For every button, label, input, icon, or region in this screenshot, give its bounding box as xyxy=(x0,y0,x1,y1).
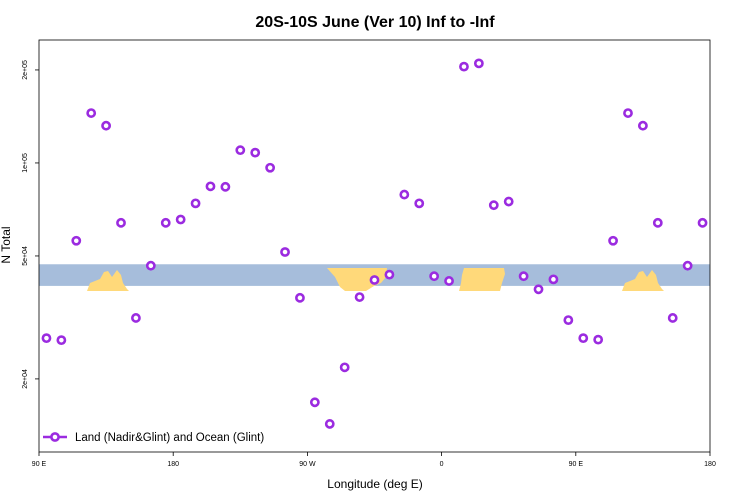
x-tick-label: 0 xyxy=(440,461,444,468)
data-point xyxy=(414,198,425,209)
data-point xyxy=(324,419,335,429)
data-point xyxy=(697,217,708,228)
land-australia xyxy=(87,270,129,291)
x-tick-label: 180 xyxy=(704,461,716,468)
data-point xyxy=(488,200,499,211)
data-point xyxy=(593,334,604,345)
data-point xyxy=(190,198,201,209)
world-map-strip xyxy=(39,264,710,291)
x-tick-label: 90 E xyxy=(32,461,47,468)
data-point xyxy=(71,235,82,246)
data-point xyxy=(533,284,544,295)
data-point xyxy=(682,260,693,271)
data-points xyxy=(41,58,708,429)
data-point xyxy=(354,292,365,302)
data-point xyxy=(160,217,171,228)
x-axis-label: Longitude (deg E) xyxy=(327,477,422,491)
data-point xyxy=(56,335,67,346)
y-tick-label: 1e+05 xyxy=(22,153,29,173)
data-point xyxy=(518,271,529,282)
data-point xyxy=(399,189,410,200)
data-point xyxy=(503,196,514,207)
plot-frame xyxy=(38,39,711,453)
data-point xyxy=(250,147,261,158)
land-australia xyxy=(622,270,664,291)
legend-marker xyxy=(50,432,60,442)
data-point xyxy=(116,217,126,228)
data-point xyxy=(444,276,454,286)
land-south-america xyxy=(327,268,387,291)
data-point xyxy=(41,333,52,344)
data-point xyxy=(309,397,320,408)
x-tick-label: 90 E xyxy=(569,461,584,468)
x-tick-label: 180 xyxy=(167,461,179,468)
x-tick-label: 90 W xyxy=(299,461,316,468)
data-point xyxy=(429,271,440,282)
y-tick-label: 5e+04 xyxy=(22,246,29,266)
data-point xyxy=(623,108,633,118)
data-point xyxy=(608,235,618,246)
y-tick-label: 2e+04 xyxy=(22,369,29,389)
data-point xyxy=(563,315,574,326)
x-axis: 90 E 180 90 W 0 90 E 180 xyxy=(32,452,716,468)
data-point xyxy=(131,313,141,323)
data-point xyxy=(295,292,305,303)
data-point xyxy=(265,162,276,173)
data-point xyxy=(638,120,648,131)
data-point xyxy=(384,269,395,280)
data-point xyxy=(101,120,111,131)
data-point xyxy=(652,217,663,228)
data-point xyxy=(667,313,678,323)
data-point xyxy=(459,61,469,72)
data-point xyxy=(235,145,246,156)
y-axis: 2e+04 5e+04 1e+05 2e+05 xyxy=(22,60,39,389)
data-point xyxy=(205,181,216,192)
legend: Land (Nadir&Glint) and Ocean (Glint) xyxy=(43,432,264,444)
data-point xyxy=(175,214,186,225)
data-point xyxy=(220,181,231,192)
y-tick-label: 2e+05 xyxy=(22,60,29,80)
data-point xyxy=(578,333,589,344)
data-point xyxy=(280,247,290,257)
data-point xyxy=(145,260,156,271)
data-point xyxy=(339,362,350,373)
data-point xyxy=(473,58,484,69)
data-point xyxy=(86,108,97,118)
legend-label: Land (Nadir&Glint) and Ocean (Glint) xyxy=(75,432,264,444)
y-axis-label: N Total xyxy=(0,226,13,263)
plot-area: 90 E 180 90 W 0 90 E 180 2e+04 5e+04 1e+05 2e+05 xyxy=(22,39,716,468)
data-point xyxy=(548,274,559,285)
land-africa xyxy=(459,268,505,291)
data-point xyxy=(369,275,380,285)
chart-title: 20S-10S June (Ver 10) Inf to -Inf xyxy=(255,14,495,31)
